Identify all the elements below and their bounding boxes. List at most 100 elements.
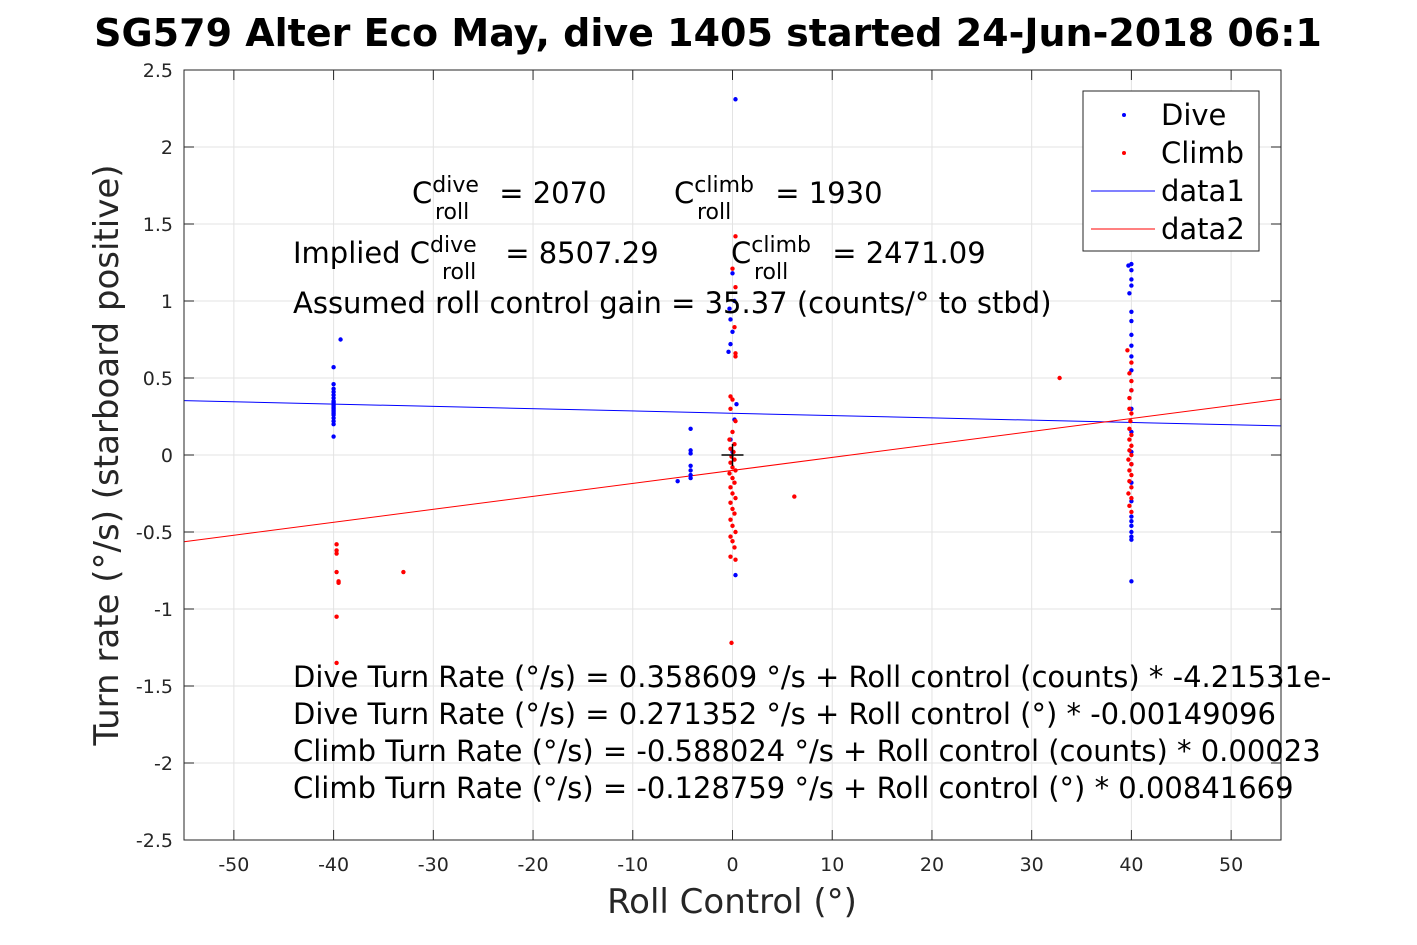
y-tick-label: -1 — [154, 599, 173, 621]
dive-point — [730, 329, 735, 334]
implied-dive-prefix: Implied C — [293, 236, 430, 270]
dive-point — [1129, 268, 1134, 273]
c-climb-sup: climb — [694, 173, 754, 198]
implied-climb-sub: roll — [754, 260, 788, 285]
fit-line-data1 — [183, 400, 1282, 427]
dive-point — [688, 472, 693, 478]
dive-point — [1129, 537, 1134, 542]
axis-ticks: -50 -40 -30 -20 -10 0 10 20 30 40 50-2.5-2-1.5-1-0… — [136, 60, 1281, 876]
climb-point — [732, 480, 737, 485]
dive-point — [727, 306, 732, 311]
climb-point — [730, 397, 735, 402]
dive-point — [733, 572, 738, 578]
climb-point — [733, 234, 738, 239]
climb-point — [401, 569, 406, 575]
dive-point — [1129, 519, 1134, 524]
climb-point — [1126, 491, 1131, 496]
dive-point — [331, 415, 336, 421]
climb-point — [334, 542, 339, 547]
dive-point — [331, 386, 336, 391]
climb-point — [730, 523, 735, 529]
equation-dive-degrees: Dive Turn Rate (°/s) = 0.271352 °/s + Ro… — [293, 697, 1276, 731]
dive-point — [1129, 332, 1134, 338]
climb-point — [733, 284, 738, 290]
implied-climb-base: C — [731, 236, 751, 270]
implied-dive-rest: = 8507.29 — [496, 236, 659, 270]
dive-point — [1129, 343, 1134, 348]
climb-point — [733, 557, 738, 562]
dive-point — [1129, 354, 1134, 359]
climb-point — [1129, 509, 1134, 515]
climb-point — [334, 569, 339, 575]
legend-dive-label: Dive — [1161, 98, 1226, 132]
implied-dive-sub: roll — [442, 260, 476, 285]
legend-climb-marker — [1122, 151, 1126, 155]
climb-point — [728, 554, 733, 559]
x-tick-label: -30 — [418, 854, 449, 876]
x-tick-label: -50 — [218, 854, 249, 876]
dive-point — [734, 401, 739, 407]
climb-point — [732, 545, 737, 550]
climb-point — [733, 468, 738, 473]
climb-point — [1125, 348, 1130, 353]
y-axis-label: Turn rate (°/s) (starboard positive) — [87, 164, 127, 746]
climb-point — [1127, 406, 1132, 411]
y-tick-label: -2.5 — [136, 830, 173, 852]
c-dive-sup: dive — [432, 173, 479, 198]
climb-point — [1126, 457, 1131, 462]
chart-title: SG579 Alter Eco May, dive 1405 started 2… — [94, 11, 1322, 55]
c-climb-rest: = 1930 — [766, 176, 883, 210]
y-tick-label: 0.5 — [143, 368, 173, 390]
climb-point — [1129, 432, 1134, 438]
y-tick-label: 2 — [161, 137, 173, 159]
x-axis-label: Roll Control (°) — [607, 882, 857, 922]
dive-point — [331, 395, 336, 401]
climb-point — [732, 324, 737, 330]
dive-point — [1129, 277, 1134, 282]
x-tick-label: 30 — [1020, 854, 1044, 876]
x-tick-label: 40 — [1119, 854, 1143, 876]
climb-point — [1129, 378, 1134, 384]
dive-point — [675, 478, 680, 484]
legend-climb-label: Climb — [1161, 136, 1244, 170]
legend-box — [1082, 90, 1260, 252]
annotation-gain: Assumed roll control gain = 35.37 (count… — [293, 286, 1052, 320]
climb-point — [733, 354, 738, 359]
dive-point — [338, 337, 343, 342]
climb-point — [730, 465, 735, 470]
legend: Dive Climb data1 data2 — [1082, 90, 1260, 252]
dive-point — [1129, 309, 1134, 314]
climb-point — [729, 640, 734, 646]
x-tick-label: -10 — [617, 854, 648, 876]
dive-point — [331, 392, 336, 398]
dive-point — [1127, 291, 1132, 296]
climb-point — [1057, 375, 1062, 381]
dive-point — [1129, 534, 1134, 539]
climb-point — [732, 511, 737, 516]
dive-point — [1129, 523, 1134, 529]
y-tick-label: -0.5 — [136, 522, 173, 544]
dive-point — [733, 97, 738, 102]
dive-point — [688, 426, 693, 432]
dive-point — [688, 448, 693, 453]
equation-climb-degrees: Climb Turn Rate (°/s) = -0.128759 °/s + … — [293, 771, 1294, 805]
dive-point — [688, 451, 693, 456]
annotation-implied-climb: Cclimb roll = 2471.09 — [731, 233, 986, 285]
climb-point — [728, 460, 733, 465]
climb-point — [1127, 395, 1132, 401]
climb-point — [728, 406, 733, 411]
climb-point — [728, 485, 733, 490]
climb-point — [728, 446, 733, 452]
y-tick-label: 2.5 — [143, 60, 173, 82]
equation-climb-counts: Climb Turn Rate (°/s) = -0.588024 °/s + … — [293, 734, 1321, 768]
dive-point — [331, 381, 336, 387]
climb-point — [1129, 485, 1134, 490]
y-tick-label: -1.5 — [136, 676, 173, 698]
climb-point — [1128, 418, 1133, 424]
climb-point — [334, 614, 339, 619]
climb-point — [732, 442, 737, 447]
implied-dive-sup: dive — [430, 233, 477, 258]
y-tick-label: 1.5 — [143, 214, 173, 236]
x-tick-label: -40 — [318, 854, 349, 876]
